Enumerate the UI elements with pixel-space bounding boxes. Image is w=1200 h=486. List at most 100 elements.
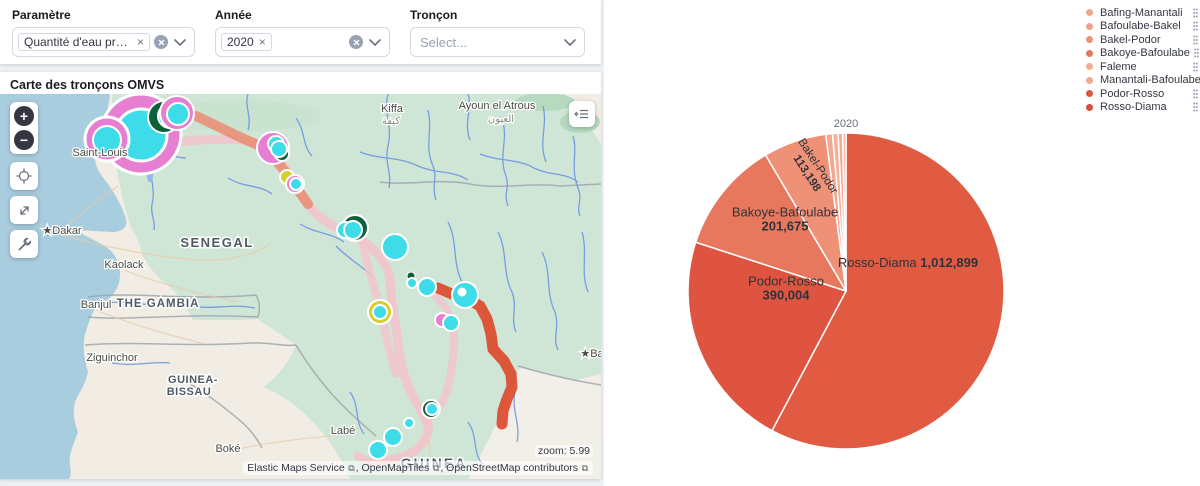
legend-item-Podor-Rosso[interactable]: Podor-Rosso <box>1086 87 1198 100</box>
map-marker-cyan[interactable] <box>343 220 363 240</box>
set-view-button[interactable] <box>10 162 38 190</box>
city-label: Ayoun el Atrous <box>459 100 536 112</box>
filter-parametre: Paramètre Quantité d'eau prélevée (m... … <box>12 8 195 57</box>
filter-annee-label: Année <box>215 8 252 22</box>
map-vegetation <box>160 100 320 132</box>
map-zoom-control: + − <box>10 102 38 154</box>
map-zoom-level: zoom: 5.99 <box>535 445 593 457</box>
legend-color-dot <box>1086 76 1093 84</box>
legend-item-grip-icon[interactable] <box>1194 48 1199 58</box>
chip-remove-icon[interactable]: × <box>258 35 266 49</box>
pie-slice-label-Podor-Rosso: Podor-Rosso 390,004 <box>748 273 824 303</box>
legend-item-label: Bafoulabe-Bakel <box>1100 20 1181 32</box>
attribution-link[interactable]: OpenStreetMap contributors <box>446 462 579 474</box>
map-marker-cyan[interactable] <box>403 417 415 429</box>
map-marker-cyan[interactable] <box>372 304 388 320</box>
legend-color-dot <box>1086 36 1093 43</box>
attribution-link[interactable]: OpenMapTiles <box>361 462 430 474</box>
map-marker-cyan[interactable] <box>383 427 403 447</box>
city-label: كيفة <box>382 116 400 127</box>
legend-item-Bafoulabe-Bakel[interactable]: Bafoulabe-Bakel <box>1086 20 1198 33</box>
legend-item-Manantali-Bafoulabe[interactable]: Manantali-Bafoulabe <box>1086 74 1200 87</box>
map-panel-title: Carte des tronçons OMVS <box>10 78 165 92</box>
pie-slice-Rosso-Diama[interactable] <box>771 132 1005 450</box>
legend-color-dot <box>1086 22 1093 30</box>
zoom-in-button[interactable]: + <box>14 106 34 126</box>
map-region-southwest <box>60 318 296 479</box>
map-marker-cyan[interactable] <box>417 277 437 297</box>
city-label: Saint-Louis <box>72 147 128 159</box>
map-tools-button[interactable] <box>10 230 38 258</box>
legend-item-grip-icon[interactable] <box>1193 89 1198 99</box>
legend-item-label: Bakoye-Bafoulabe <box>1100 47 1190 59</box>
filter-parametre-chip[interactable]: Quantité d'eau prélevée (m... × <box>18 33 150 51</box>
pie-chart[interactable] <box>604 0 1200 486</box>
legend-item-Bakoye-Bafoulabe[interactable]: Bakoye-Bafoulabe <box>1086 47 1199 60</box>
map-marker-cyan[interactable] <box>442 314 460 332</box>
map-ocean <box>0 94 127 479</box>
map-attribution[interactable]: Elastic Maps Service ⧉, OpenMapTiles ⧉, … <box>243 461 593 475</box>
map-marker-cyan[interactable] <box>368 440 388 460</box>
legend-item-label: Rosso-Diama <box>1100 101 1167 113</box>
city-label: Labé <box>331 425 355 437</box>
filter-troncon-combobox[interactable]: Select... <box>410 27 585 57</box>
pie-legend: Bafing-Manantali Bafoulabe-Bakel Bakel-Pod… <box>1086 6 1200 114</box>
legend-item-Bakel-Podor[interactable]: Bakel-Podor <box>1086 33 1198 46</box>
pie-slice-Podor-Rosso[interactable] <box>687 241 847 432</box>
collapse-lines-icon <box>574 109 588 119</box>
fit-to-data-button[interactable] <box>10 196 38 224</box>
city-label: Boké <box>215 443 240 455</box>
legend-item-Faleme[interactable]: Faleme <box>1086 60 1198 73</box>
chevron-down-icon[interactable] <box>174 38 186 46</box>
map-marker-cyan[interactable] <box>289 177 303 191</box>
pie-slice-label-Bakoye-Bafoulabe: Bakoye-Bafoulabe 201,675 <box>731 204 839 234</box>
chevron-down-icon[interactable] <box>564 38 576 46</box>
filter-parametre-combobox[interactable]: Quantité d'eau prélevée (m... × <box>12 27 195 57</box>
map-marker-cyan[interactable] <box>92 125 122 155</box>
map-marker-cyan[interactable] <box>270 140 288 158</box>
filter-annee-chip[interactable]: 2020 × <box>221 33 272 51</box>
map-marker-cyan[interactable] <box>425 402 439 416</box>
country-label: GUINEA- <box>168 374 218 386</box>
city-label: العيون <box>488 114 514 125</box>
chevron-down-icon[interactable] <box>369 38 381 46</box>
legend-item-grip-icon[interactable] <box>1193 102 1198 112</box>
filter-annee-combobox[interactable]: 2020 × <box>215 27 390 57</box>
legend-color-dot <box>1086 90 1093 97</box>
map-marker-cyan[interactable] <box>381 233 409 261</box>
map-marker-white[interactable] <box>457 287 467 297</box>
filter-troncon: Tronçon Select... <box>410 8 585 57</box>
map-marker-cyan[interactable] <box>166 102 190 126</box>
legend-color-dot <box>1086 9 1093 16</box>
map-markers[interactable] <box>83 94 479 460</box>
wrench-icon <box>18 237 31 250</box>
expand-arrows-icon <box>19 205 29 215</box>
external-link-icon: ⧉ <box>345 463 355 473</box>
attribution-link[interactable]: Elastic Maps Service <box>247 462 345 474</box>
external-link-icon: ⧉ <box>430 463 440 473</box>
collapse-layer-panel-button[interactable] <box>569 101 595 127</box>
legend-item-grip-icon[interactable] <box>1193 8 1198 18</box>
clear-selection-icon[interactable] <box>349 35 363 49</box>
map-marker-cyan[interactable] <box>406 277 418 289</box>
pie-slice-Bafing-Manantali[interactable] <box>841 132 847 292</box>
pie-slice-Bakoye-Bafoulabe[interactable] <box>694 154 847 292</box>
filter-troncon-label: Tronçon <box>410 8 458 22</box>
city-label: ★Dakar <box>42 225 82 237</box>
legend-item-grip-icon[interactable] <box>1193 62 1198 72</box>
zoom-out-button[interactable]: − <box>14 130 34 150</box>
country-label: THE GAMBIA <box>117 298 200 310</box>
legend-item-Bafing-Manantali[interactable]: Bafing-Manantali <box>1086 6 1198 19</box>
filter-annee: Année 2020 × <box>215 8 390 57</box>
pie-period-label: 2020 <box>833 118 859 130</box>
legend-item-Rosso-Diama[interactable]: Rosso-Diama <box>1086 101 1198 114</box>
chip-remove-icon[interactable]: × <box>136 35 144 49</box>
pie-slice-label-Rosso-Diama: Rosso-Diama 1,012,899 <box>837 254 979 270</box>
legend-item-grip-icon[interactable] <box>1193 35 1198 45</box>
legend-color-dot <box>1086 63 1093 70</box>
clear-selection-icon[interactable] <box>154 35 168 49</box>
legend-item-grip-icon[interactable] <box>1193 21 1198 31</box>
city-label: Kiffa <box>381 103 404 115</box>
